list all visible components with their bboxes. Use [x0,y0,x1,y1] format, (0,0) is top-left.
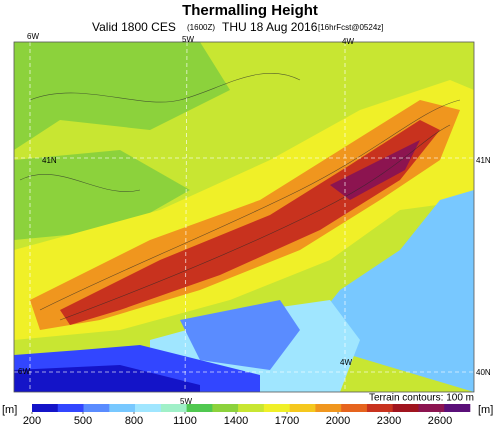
unit-label: [m] [2,404,17,416]
colorbar-swatch [289,404,316,412]
colorbar-swatch [392,404,419,412]
colorbar-tick-label: 2600 [428,415,452,427]
colorbar-tick-label: 800 [125,415,143,427]
subtitle-valid: Valid 1800 CES [92,20,176,34]
lon-label: 6W [27,32,39,41]
colorbar-tick-label: 1400 [224,415,248,427]
colorbar-tick-label: 2000 [326,415,350,427]
lon-label: 4W [342,37,354,46]
colorbar-swatch [212,404,239,412]
field-navy [14,365,200,392]
title: Thermalling Height [182,2,318,19]
colorbar-swatch [315,404,342,412]
colorbar-tick-label: 200 [23,415,41,427]
colorbar-swatch [341,404,368,412]
colorbar-swatch [160,404,187,412]
map-frame [13,41,475,393]
lon-label: 5W [180,397,192,406]
map-field [14,42,474,392]
colorbar-swatch [366,404,394,412]
terrain-contour [59,124,451,321]
subtitle-forecast: [16hrFcst@0524z] [318,23,383,32]
lat-label: 41N [476,156,491,165]
colorbar-swatch [263,404,290,412]
colorbar-swatch [444,404,471,412]
subtitle-utc: (1600Z) [187,23,215,32]
colorbar-tick-label: 1100 [173,415,197,427]
colorbar-swatch [238,404,265,412]
colorbar-tick-label: 2300 [377,415,401,427]
colorbar-swatch [135,404,162,412]
colorbar: [m] [m] 200 500 800 1100 1400 1700 2000 2300 260… [2,404,493,427]
map: 6W 5W 4W 41N 41N 6W 5W 4W 40N Terrain co… [13,32,491,406]
colorbar-swatch [32,404,59,412]
field-purple [330,140,420,200]
terrain-contour [29,72,301,103]
lat-label: 40N [476,368,491,377]
contour-note: Terrain contours: 100 m [369,393,474,404]
field-blue [180,300,300,370]
unit-label: [m] [478,404,493,416]
colorbar-swatch [83,404,110,412]
lon-label: 4W [340,358,352,367]
colorbar-swatch [57,404,84,412]
lon-label: 5W [182,35,194,44]
colorbar-swatch [186,404,213,412]
colorbar-tick-label: 1700 [275,415,299,427]
terrain-contour [39,99,461,311]
colorbar-tick-label: 500 [74,415,92,427]
grid-meridian [184,42,188,392]
subtitle-date: THU 18 Aug 2016 [222,20,318,34]
terrain-contour [19,174,141,192]
field-green [14,150,190,240]
colorbar-swatch [418,404,445,412]
lon-label: 6W [18,367,30,376]
colorbar-swatch [109,404,136,412]
field-green [14,42,230,150]
lat-label: 41N [42,156,57,165]
